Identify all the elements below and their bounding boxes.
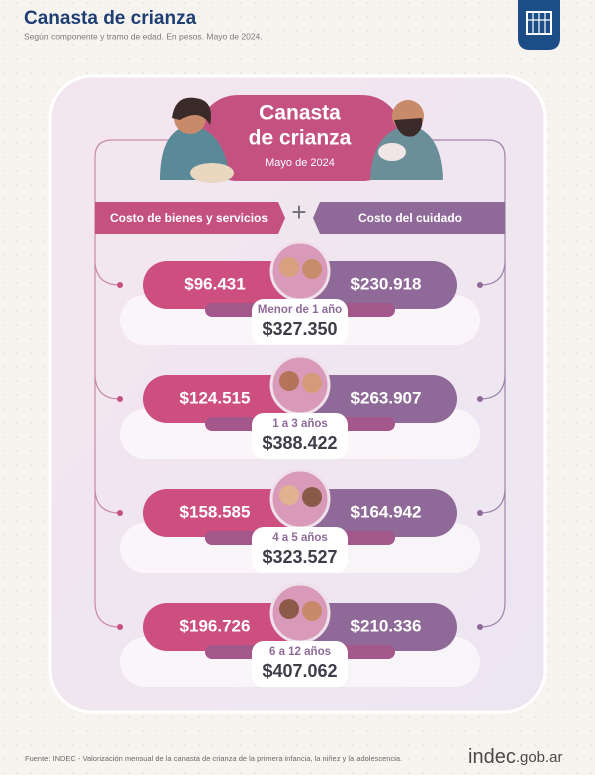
left-value: $196.726 bbox=[180, 616, 251, 635]
left-value: $124.515 bbox=[180, 388, 251, 407]
child-head bbox=[279, 599, 299, 619]
page-title: Canasta de crianza bbox=[24, 8, 197, 29]
right-value: $164.942 bbox=[351, 502, 422, 521]
child-head bbox=[279, 371, 299, 391]
total-value: $407.062 bbox=[262, 661, 337, 681]
title-pill bbox=[198, 95, 402, 181]
logo bbox=[518, 0, 560, 50]
rows: $96.431 $230.918 Menor de 1 año $327.350 $12… bbox=[117, 240, 483, 687]
brand: indec bbox=[468, 746, 516, 768]
total-card bbox=[252, 413, 348, 459]
connectors bbox=[94, 139, 506, 628]
left-label: Costo de bienes y servicios bbox=[110, 211, 268, 225]
dot bbox=[117, 396, 123, 402]
total-card bbox=[252, 299, 348, 345]
total-value: $323.527 bbox=[262, 547, 337, 567]
total-card bbox=[252, 527, 348, 573]
illustration-man bbox=[370, 100, 443, 180]
dot bbox=[477, 282, 483, 288]
left-value: $158.585 bbox=[180, 502, 251, 521]
child-head bbox=[302, 487, 322, 507]
page-subtitle: Según componente y tramo de edad. En pes… bbox=[24, 31, 263, 41]
card-title: de crianza bbox=[249, 127, 352, 150]
dot bbox=[117, 282, 123, 288]
right-label: Costo del cuidado bbox=[358, 211, 462, 225]
age-label: 4 a 5 años bbox=[272, 532, 328, 544]
dot bbox=[117, 624, 123, 630]
dot bbox=[117, 510, 123, 516]
age-label: Menor de 1 año bbox=[258, 304, 342, 316]
dot bbox=[477, 510, 483, 516]
dot bbox=[477, 624, 483, 630]
left-label-banner bbox=[95, 202, 285, 234]
plus-circle bbox=[269, 184, 329, 244]
card-date: Mayo de 2024 bbox=[265, 157, 335, 169]
child-head bbox=[279, 257, 299, 277]
total-card bbox=[252, 641, 348, 687]
child-head bbox=[302, 259, 322, 279]
source-note: Fuente: INDEC - Valorización mensual de … bbox=[25, 754, 402, 763]
brand-domain: .gob.ar bbox=[516, 749, 563, 766]
child-head bbox=[279, 485, 299, 505]
card-title: Canasta bbox=[259, 102, 341, 125]
plus-sign: + bbox=[291, 197, 306, 227]
right-value: $230.918 bbox=[351, 274, 422, 293]
total-value: $327.350 bbox=[262, 319, 337, 339]
child-head bbox=[302, 601, 322, 621]
right-label-banner bbox=[313, 202, 505, 234]
left-value: $96.431 bbox=[184, 274, 245, 293]
illustration-woman bbox=[160, 97, 234, 183]
child-head bbox=[302, 373, 322, 393]
age-label: 6 a 12 años bbox=[269, 646, 331, 658]
total-value: $388.422 bbox=[262, 433, 337, 453]
dot bbox=[477, 396, 483, 402]
age-label: 1 a 3 años bbox=[272, 418, 328, 430]
brand-name: indec.gob.ar bbox=[468, 746, 563, 768]
right-value: $210.336 bbox=[351, 616, 422, 635]
right-value: $263.907 bbox=[351, 388, 422, 407]
